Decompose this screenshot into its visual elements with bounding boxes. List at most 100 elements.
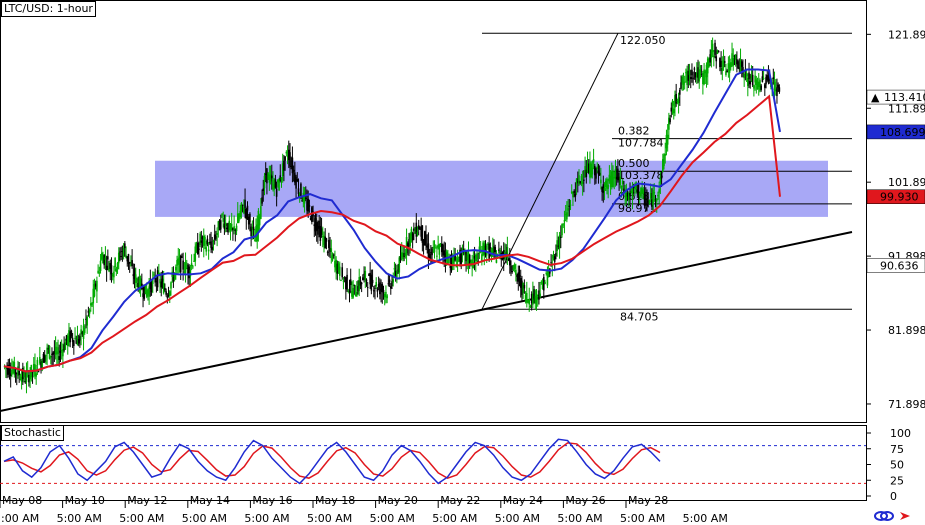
candle-body bbox=[447, 257, 449, 264]
candle-body bbox=[760, 85, 762, 90]
candle-body bbox=[357, 286, 359, 292]
candle-body bbox=[213, 234, 216, 240]
candle-body bbox=[201, 236, 204, 240]
candle-body bbox=[662, 159, 664, 172]
price-tick-label: 111.898 bbox=[888, 102, 925, 115]
candle-body bbox=[188, 266, 190, 279]
candle-body bbox=[624, 196, 626, 198]
candle-body bbox=[28, 374, 30, 383]
candle-body bbox=[392, 279, 395, 283]
candle-body bbox=[471, 259, 473, 266]
candle-body bbox=[738, 67, 741, 70]
candle-body bbox=[19, 378, 22, 380]
candle-body bbox=[728, 63, 731, 73]
candle-body bbox=[20, 376, 23, 382]
candle-body bbox=[699, 69, 702, 73]
candle-body bbox=[432, 246, 435, 248]
candle-body bbox=[613, 177, 616, 179]
candle-body bbox=[39, 356, 41, 364]
candle-body bbox=[297, 188, 300, 195]
candle-body bbox=[629, 193, 631, 196]
candle-body bbox=[518, 274, 521, 278]
candle-body bbox=[379, 282, 381, 295]
candle-body bbox=[705, 64, 708, 78]
candle-body bbox=[725, 71, 727, 75]
candle-body bbox=[519, 278, 522, 288]
candle-body bbox=[521, 280, 523, 296]
candle-body bbox=[300, 183, 302, 198]
candle-body bbox=[753, 85, 755, 89]
candle-body bbox=[113, 271, 115, 278]
candle-body bbox=[540, 281, 543, 283]
candle-body bbox=[614, 169, 617, 179]
candle-body bbox=[408, 239, 410, 247]
candle-body bbox=[125, 255, 127, 258]
candle-body bbox=[18, 370, 20, 376]
candle-body bbox=[227, 223, 229, 233]
candle-body bbox=[732, 57, 735, 66]
date-label: May 12 bbox=[127, 494, 167, 507]
candle-body bbox=[692, 77, 694, 79]
link-icon[interactable] bbox=[874, 511, 894, 521]
candle-body bbox=[158, 272, 160, 274]
candle-body bbox=[394, 270, 397, 276]
candle-body bbox=[437, 244, 439, 248]
candle-body bbox=[766, 75, 769, 80]
candle-body bbox=[498, 249, 500, 251]
candle-body bbox=[494, 247, 497, 253]
arrow-right-icon[interactable] bbox=[900, 512, 910, 520]
candle-body bbox=[535, 290, 538, 301]
candle-body bbox=[279, 175, 282, 181]
candle-body bbox=[403, 252, 405, 258]
candle-body bbox=[416, 232, 419, 235]
candle-body bbox=[618, 177, 620, 181]
axes: 121.898111.898101.89891.89881.89871.8981… bbox=[0, 28, 925, 525]
candle-body bbox=[206, 238, 209, 245]
candle-body bbox=[631, 185, 634, 200]
candle-body bbox=[360, 282, 363, 285]
candle-body bbox=[636, 189, 639, 193]
candle-body bbox=[62, 349, 64, 357]
candle-body bbox=[255, 226, 257, 242]
candle-body bbox=[230, 223, 233, 231]
candle-body bbox=[388, 279, 391, 283]
candle-body bbox=[570, 191, 573, 194]
candle-body bbox=[232, 228, 234, 231]
candle-body bbox=[326, 251, 329, 253]
candle-body bbox=[615, 176, 618, 180]
time-label: 5:00 AM bbox=[0, 512, 39, 525]
candle-body bbox=[508, 258, 511, 266]
candle-body bbox=[671, 100, 674, 106]
fib-ratio-label: 0.500 bbox=[618, 157, 650, 170]
candle-body bbox=[93, 283, 96, 297]
candle-body bbox=[177, 258, 180, 265]
candle-body bbox=[185, 267, 188, 269]
candle-body bbox=[597, 170, 600, 175]
candle-body bbox=[590, 163, 592, 178]
candle-body bbox=[262, 188, 265, 191]
candle-body bbox=[512, 265, 515, 270]
candle-body bbox=[573, 190, 575, 194]
candle-body bbox=[128, 262, 131, 264]
candle-body bbox=[159, 279, 161, 284]
candle-body bbox=[601, 186, 603, 192]
candle-body bbox=[534, 295, 537, 304]
candle-body bbox=[354, 294, 357, 296]
candle-body bbox=[244, 199, 246, 208]
candle-body bbox=[739, 59, 742, 72]
stoch-tick-label: 50 bbox=[890, 459, 904, 472]
candle-body bbox=[370, 274, 373, 291]
candle-body bbox=[734, 54, 737, 60]
candle-body bbox=[124, 243, 126, 249]
candle-body bbox=[283, 160, 285, 171]
candle-body bbox=[218, 220, 221, 231]
candle-body bbox=[137, 282, 139, 290]
candle-body bbox=[451, 257, 454, 264]
candle-body bbox=[311, 207, 313, 222]
candle-body bbox=[295, 176, 297, 189]
candle-body bbox=[68, 330, 70, 342]
candle-body bbox=[346, 274, 348, 290]
candle-body bbox=[153, 274, 155, 276]
candle-body bbox=[120, 255, 122, 257]
candle-body bbox=[525, 293, 528, 303]
